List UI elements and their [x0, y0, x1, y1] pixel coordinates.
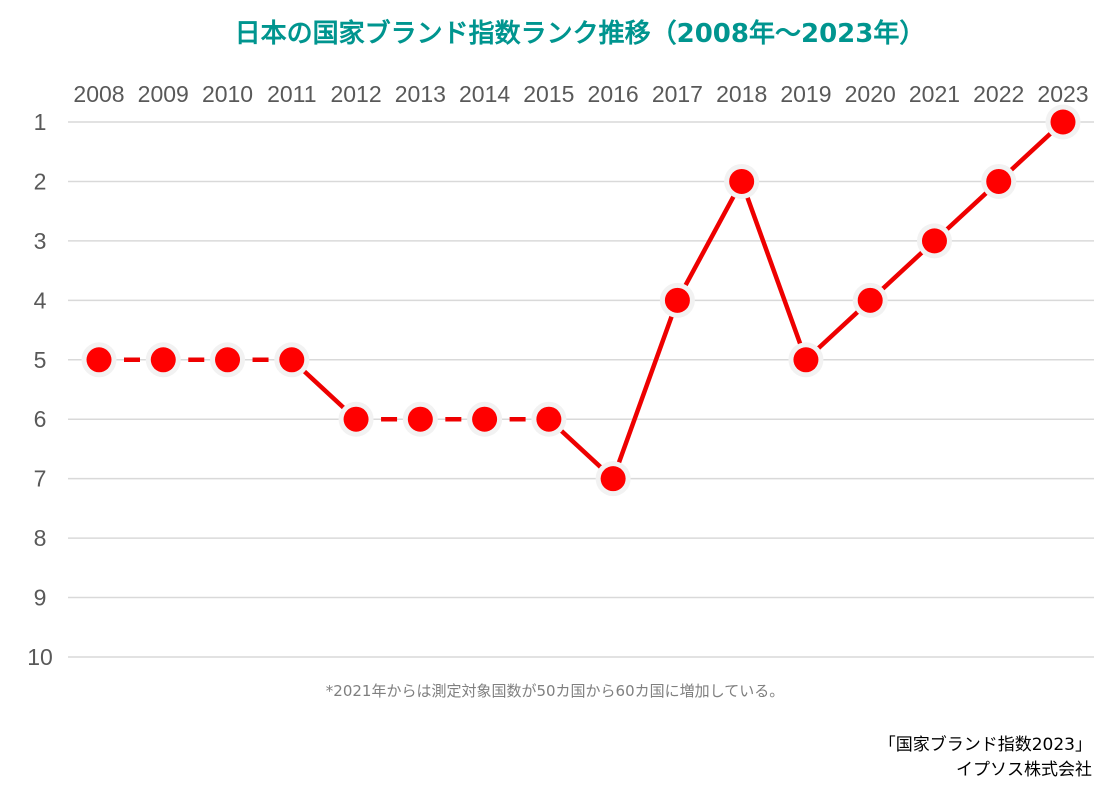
chart-title: 日本の国家ブランド指数ランク推移（2008年～2023年）: [235, 18, 926, 49]
x-tick-label: 2018: [716, 81, 767, 107]
source-company: イプソス株式会社: [956, 760, 1092, 780]
x-axis-tick-labels: 2008 2009 2010 2011 2012 2013 2014 2015 2016 2017…: [73, 81, 1088, 107]
x-tick-label: 2023: [1037, 81, 1088, 107]
y-tick-label: 6: [34, 406, 47, 432]
data-point: [274, 342, 310, 378]
data-point: [531, 401, 567, 437]
data-point-marker: [921, 228, 947, 254]
x-tick-label: 2014: [459, 81, 510, 107]
data-point: [81, 342, 117, 378]
x-tick-label: 2012: [330, 81, 381, 107]
x-tick-label: 2011: [267, 81, 316, 107]
data-point-marker: [407, 406, 433, 432]
data-point: [1045, 104, 1081, 140]
data-point: [724, 163, 760, 199]
rank-series-points: [81, 104, 1081, 497]
data-point: [595, 461, 631, 497]
data-point-marker: [343, 406, 369, 432]
data-point: [145, 342, 181, 378]
data-point: [852, 282, 888, 318]
data-point: [981, 163, 1017, 199]
data-point: [916, 223, 952, 259]
y-tick-label: 3: [34, 228, 47, 254]
y-tick-label: 9: [34, 585, 47, 611]
x-tick-label: 2015: [523, 81, 574, 107]
data-point-marker: [150, 347, 176, 373]
grid-lines: [68, 121, 1094, 658]
x-tick-label: 2008: [73, 81, 124, 107]
data-point-marker: [279, 347, 305, 373]
y-tick-label: 8: [34, 525, 47, 551]
x-tick-label: 2010: [202, 81, 253, 107]
source-publication: 「国家ブランド指数2023」: [879, 734, 1092, 755]
data-point: [402, 401, 438, 437]
x-tick-label: 2022: [973, 81, 1024, 107]
data-point-marker: [729, 168, 755, 194]
data-point: [210, 342, 246, 378]
data-point-marker: [986, 168, 1012, 194]
data-point-marker: [536, 406, 562, 432]
x-tick-label: 2013: [395, 81, 446, 107]
footnote: *2021年からは測定対象国数が50カ国から60カ国に増加している。: [326, 682, 784, 700]
x-tick-label: 2017: [652, 81, 703, 107]
x-tick-label: 2009: [138, 81, 189, 107]
data-point-marker: [472, 406, 498, 432]
data-point: [788, 342, 824, 378]
data-point-marker: [215, 347, 241, 373]
x-tick-label: 2019: [780, 81, 831, 107]
line-segment: [675, 180, 744, 302]
data-point-marker: [600, 466, 626, 492]
y-tick-label: 1: [34, 109, 47, 135]
y-tick-label: 4: [34, 287, 47, 313]
x-tick-label: 2020: [845, 81, 896, 107]
data-point-marker: [857, 287, 883, 313]
data-point-marker: [793, 347, 819, 373]
y-tick-label: 2: [34, 168, 47, 194]
data-point: [659, 282, 695, 318]
data-point-marker: [1050, 109, 1076, 135]
data-point: [467, 401, 503, 437]
data-point-marker: [664, 287, 690, 313]
data-point: [338, 401, 374, 437]
data-point-marker: [86, 347, 112, 373]
line-segment: [611, 299, 680, 480]
y-tick-label: 7: [34, 466, 47, 492]
line-segment: [739, 180, 809, 361]
y-tick-label: 5: [34, 347, 47, 373]
x-tick-label: 2021: [909, 81, 960, 107]
y-tick-label: 10: [27, 644, 53, 670]
x-tick-label: 2016: [588, 81, 639, 107]
y-axis-tick-labels: 1 2 3 4 5 6 7 8 9 10: [27, 109, 53, 670]
